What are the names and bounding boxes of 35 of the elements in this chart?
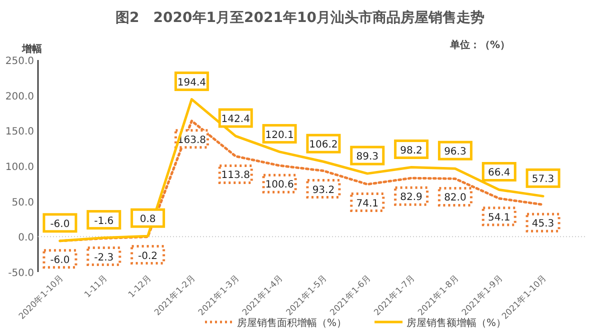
data-label: 54.1 [488,212,510,224]
data-label: 82.0 [444,192,466,204]
data-label: 194.4 [177,77,206,88]
y-tick-label: 150.0 [5,126,34,138]
data-label: 0.8 [140,214,156,226]
data-label: 93.2 [312,184,335,196]
data-label: 57.3 [532,174,554,186]
data-label: 142.4 [221,114,250,126]
y-axis-title: 增幅 [21,43,42,55]
data-label: 106.2 [309,140,338,151]
data-label: -6.0 [50,218,70,230]
data-label: 89.3 [356,152,379,163]
data-label: 96.3 [444,146,466,158]
y-tick-label: 250.0 [5,56,34,67]
data-label: 100.6 [265,180,294,191]
data-label: 74.1 [356,198,379,210]
data-label: 45.3 [532,218,554,230]
y-tick-label: 200.0 [5,91,34,102]
data-label: 113.8 [221,170,250,182]
data-label: 120.1 [265,130,294,141]
data-label: -6.0 [50,254,70,266]
data-label: 82.9 [400,192,422,204]
data-label: 98.2 [400,145,422,156]
data-label: -0.2 [138,250,158,262]
chart-title: 图2 2020年1月至2021年10月汕头市商品房屋销售走势 [116,9,484,26]
text: 单位：（%） [448,39,510,51]
data-label: -2.3 [94,252,114,264]
y-tick-label: 100.0 [5,162,34,173]
y-tick-label: -50.0 [8,268,34,279]
legend-label: 房屋销售额增幅（%） [406,317,506,329]
data-label: -1.6 [94,216,114,227]
y-tick-label: 50.0 [12,197,34,208]
data-label: 66.4 [488,168,510,179]
y-tick-label: 0.0 [18,232,34,244]
legend-label: 房屋销售面积增幅（%） [237,317,347,329]
